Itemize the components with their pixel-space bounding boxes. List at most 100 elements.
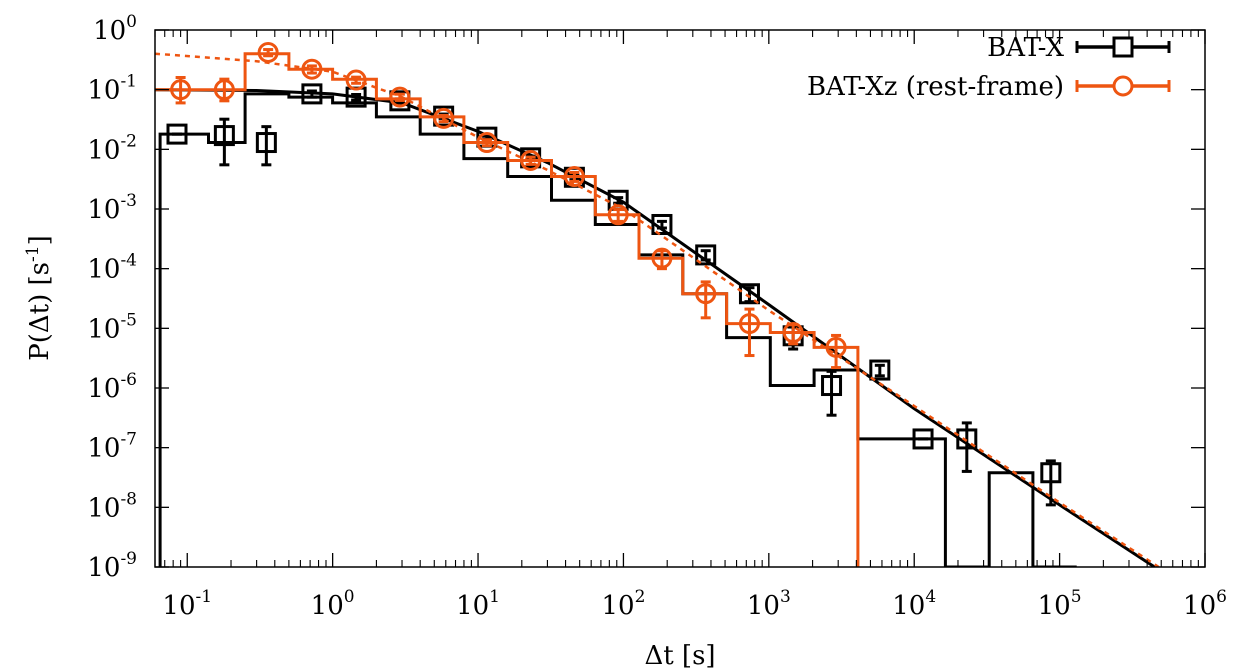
x-tick-label: 104: [892, 587, 936, 621]
y-tick-base: 10: [87, 76, 120, 106]
data-point-bat-xz: [520, 149, 542, 171]
y-tick-exp: -4: [120, 251, 137, 271]
x-tick-label: 106: [1183, 587, 1227, 621]
x-tick-label: 101: [456, 587, 500, 621]
y-tick-base: 10: [87, 135, 120, 165]
data-point-bat-xz: [257, 41, 279, 63]
y-tick-base: 10: [87, 493, 120, 523]
fit-curve-bat-x: [155, 88, 1156, 567]
data-point-bat-x: [738, 283, 760, 305]
data-point-bat-xz: [476, 132, 498, 154]
histogram-bat-x: [158, 92, 1077, 567]
data-point-bat-xz: [825, 336, 847, 358]
x-tick-label: 105: [1038, 587, 1082, 621]
legend-label-bat-xz: BAT-Xz (rest-frame): [807, 72, 1064, 102]
data-point-bat-x: [821, 375, 843, 397]
y-tick-label: 10-5: [87, 310, 137, 344]
x-tick-label: 103: [747, 587, 791, 621]
y-tick-exp: -2: [120, 131, 137, 151]
data-point-bat-xz: [738, 313, 760, 335]
axis-ticks: [154, 29, 1206, 568]
y-tick-base: 10: [87, 434, 120, 464]
x-tick-exp: 4: [925, 587, 936, 607]
y-tick-exp: -6: [120, 370, 137, 390]
data-point-bat-xz: [433, 107, 455, 129]
x-tick-exp: -1: [196, 587, 213, 607]
x-tick-base: 10: [456, 591, 489, 621]
y-axis-label-end: ]: [25, 235, 55, 245]
x-tick-exp: 1: [489, 587, 500, 607]
y-tick-exp: -7: [120, 430, 137, 450]
data-point-bat-xz: [651, 247, 673, 269]
x-tick-label: 102: [601, 587, 645, 621]
data-point-bat-x: [912, 428, 934, 450]
x-tick-base: 10: [1183, 591, 1216, 621]
y-tick-label: 10-2: [87, 131, 137, 165]
y-tick-exp: -8: [120, 489, 137, 509]
y-tick-exp: 0: [126, 12, 137, 32]
y-tick-base: 10: [93, 16, 126, 46]
data-point-bat-x: [869, 359, 891, 381]
data-point-bat-x: [1040, 462, 1062, 484]
x-axis-label: Δt [s]: [644, 641, 715, 671]
y-axis-label-sup: -1: [23, 245, 43, 262]
y-tick-label: 100: [93, 12, 137, 46]
y-tick-base: 10: [87, 195, 120, 225]
legend-swatch-bat-xz: [1075, 75, 1171, 97]
axis-tick-labels: 10-1 100 101 102 103 104 105 10610010-110-210-3…: [87, 12, 1227, 621]
x-tick-base: 10: [311, 591, 344, 621]
data-point-bat-xz: [301, 58, 323, 80]
data-point-bat-x: [213, 125, 235, 147]
legend: BAT-X BAT-Xz (rest-frame): [807, 33, 1171, 102]
y-tick-exp: -9: [120, 549, 137, 569]
y-tick-label: 10-4: [87, 251, 137, 285]
y-axis-label: P(Δt) [s-1]: [23, 235, 55, 360]
x-tick-exp: 2: [635, 587, 646, 607]
x-tick-base: 10: [892, 591, 925, 621]
y-tick-exp: -5: [120, 310, 137, 330]
x-tick-exp: 5: [1071, 587, 1082, 607]
y-tick-exp: -1: [120, 72, 137, 92]
data-point-bat-xz: [607, 204, 629, 226]
y-tick-label: 10-7: [87, 430, 137, 464]
y-tick-label: 10-3: [87, 191, 137, 225]
data-point-bat-xz: [389, 86, 411, 108]
x-tick-base: 10: [1038, 591, 1071, 621]
y-tick-label: 10-1: [87, 72, 137, 106]
data-point-bat-x: [695, 244, 717, 266]
data-point-bat-xz: [563, 166, 585, 188]
x-tick-base: 10: [601, 591, 634, 621]
histogram-bat-xz: [155, 52, 860, 567]
data-point-bat-xz: [782, 322, 804, 344]
x-tick-label: 10-1: [162, 587, 212, 621]
x-tick-base: 10: [162, 591, 195, 621]
plot-area: [155, 41, 1160, 567]
x-tick-exp: 6: [1216, 587, 1227, 607]
y-tick-base: 10: [87, 314, 120, 344]
x-tick-base: 10: [747, 591, 780, 621]
data-point-bat-xz: [170, 79, 192, 101]
plot-frame: [154, 29, 1206, 568]
y-tick-base: 10: [87, 374, 120, 404]
data-point-bat-xz: [345, 69, 367, 91]
legend-swatch-bat-x: [1075, 36, 1171, 58]
y-tick-exp: -3: [120, 191, 137, 211]
fit-curve-bat-xz: [155, 52, 1160, 567]
data-point-bat-x: [255, 132, 277, 154]
legend-label-bat-x: BAT-X: [987, 33, 1064, 63]
data-point-bat-xz: [695, 283, 717, 305]
y-tick-base: 10: [87, 553, 120, 583]
y-axis-label-main: P(Δt) [s: [25, 262, 55, 361]
y-tick-label: 10-9: [87, 549, 137, 583]
x-tick-exp: 0: [344, 587, 355, 607]
data-point-bat-xz: [213, 79, 235, 101]
y-tick-label: 10-8: [87, 489, 137, 523]
data-point-bat-x: [166, 123, 188, 145]
x-tick-exp: 3: [780, 587, 791, 607]
data-point-bat-x: [301, 83, 323, 105]
data-point-bat-x: [956, 428, 978, 450]
y-tick-label: 10-6: [87, 370, 137, 404]
data-point-bat-x: [651, 213, 673, 235]
x-tick-label: 100: [311, 587, 355, 621]
